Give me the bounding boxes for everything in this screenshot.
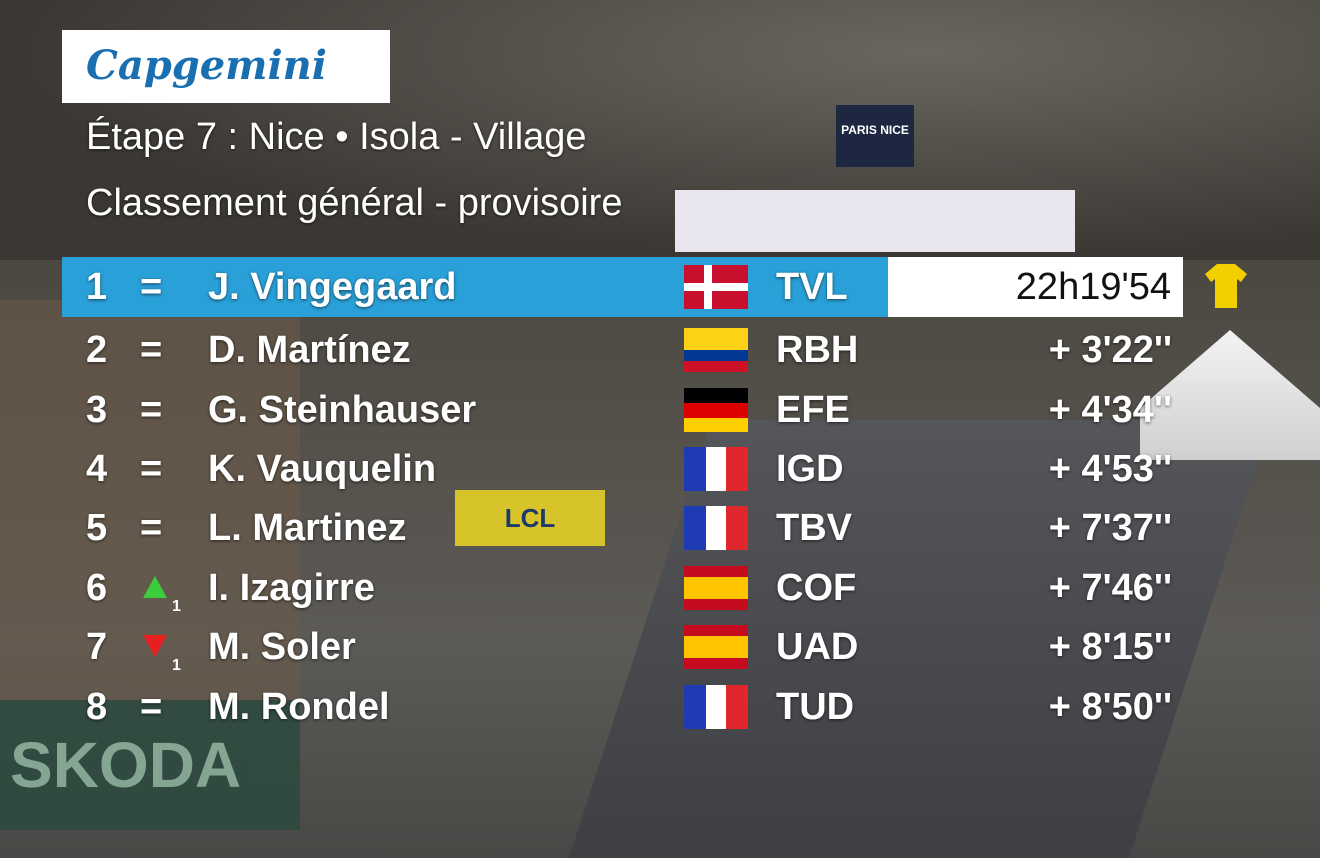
- stage-title: Étape 7 : Nice • Isola - Village: [86, 116, 587, 158]
- position-change: =: [140, 686, 163, 728]
- time-gap: + 8'15'': [1048, 626, 1172, 668]
- rider-name: M. Rondel: [208, 686, 390, 728]
- rank: 7: [86, 626, 108, 668]
- race-logo-sign: PARIS NICE: [836, 105, 914, 167]
- time-gap: + 8'50'': [1048, 686, 1172, 728]
- rank: 8: [86, 686, 108, 728]
- flag-france: [684, 685, 748, 729]
- ranking-row: 8 = M. Rondel TUD + 8'50'': [62, 677, 1262, 737]
- down-arrow: [143, 635, 167, 657]
- rider-name: M. Soler: [208, 626, 356, 668]
- rank: 6: [86, 567, 108, 609]
- rank: 1: [86, 266, 108, 308]
- up-arrow: [143, 576, 167, 598]
- rank: 3: [86, 389, 108, 431]
- rider-name: L. Martinez: [208, 507, 407, 549]
- flag-colombia: [684, 328, 748, 372]
- time-gap: + 7'37'': [1048, 507, 1172, 549]
- time-gap: + 4'34'': [1048, 389, 1172, 431]
- flag-france: [684, 447, 748, 491]
- position-change: =: [140, 329, 163, 371]
- rider-name: I. Izagirre: [208, 567, 375, 609]
- team-code: TBV: [776, 507, 852, 549]
- rank: 5: [86, 507, 108, 549]
- places-gained: 1: [172, 598, 181, 615]
- ranking-row: 7 1 M. Soler UAD + 8'15'': [62, 617, 1262, 677]
- flag-germany: [684, 388, 748, 432]
- position-change: =: [140, 266, 163, 308]
- yellow-jersey: [1205, 264, 1247, 308]
- rider-name: J. Vingegaard: [208, 266, 457, 308]
- sponsor-box: Capgemini: [62, 30, 390, 103]
- ranking-row: 4 = K. Vauquelin IGD + 4'53'': [62, 439, 1262, 499]
- ranking-row: 3 = G. Steinhauser EFE + 4'34'': [62, 380, 1262, 440]
- team-code: TVL: [776, 266, 848, 308]
- flag-denmark: [684, 265, 748, 309]
- rank: 4: [86, 448, 108, 490]
- sponsor-logo: Capgemini: [86, 42, 327, 89]
- time-gap: + 4'53'': [1048, 448, 1172, 490]
- time-gap: + 7'46'': [1048, 567, 1172, 609]
- leader-row: 1 = J. Vingegaard TVL: [62, 257, 888, 317]
- ranking-subtitle: Classement général - provisoire: [86, 182, 623, 224]
- skoda-banner: SKODA: [0, 700, 300, 830]
- ranking-row: 5 = L. Martinez TBV + 7'37'': [62, 498, 1262, 558]
- rank: 2: [86, 329, 108, 371]
- position-change: =: [140, 507, 163, 549]
- flag-spain: [684, 566, 748, 610]
- flag-france: [684, 506, 748, 550]
- position-change: =: [140, 448, 163, 490]
- lcl-sign: LCL: [455, 490, 605, 546]
- time-gap: + 3'22'': [1048, 329, 1172, 371]
- rider-name: K. Vauquelin: [208, 448, 437, 490]
- flag-spain: [684, 625, 748, 669]
- team-code: EFE: [776, 389, 850, 431]
- position-change: =: [140, 389, 163, 431]
- places-lost: 1: [172, 657, 181, 674]
- finish-banner: [675, 190, 1075, 252]
- team-code: IGD: [776, 448, 844, 490]
- leader-time: 22h19'54: [1015, 266, 1171, 308]
- rider-name: G. Steinhauser: [208, 389, 477, 431]
- building: [0, 300, 300, 700]
- leader-time-box: 22h19'54: [888, 257, 1183, 317]
- rider-name: D. Martínez: [208, 329, 411, 371]
- ranking-row: 6 1 I. Izagirre COF + 7'46'': [62, 558, 1262, 618]
- team-code: RBH: [776, 329, 859, 371]
- team-code: TUD: [776, 686, 855, 728]
- team-code: COF: [776, 567, 857, 609]
- ranking-row: 2 = D. Martínez RBH + 3'22'': [62, 320, 1262, 380]
- team-code: UAD: [776, 626, 859, 668]
